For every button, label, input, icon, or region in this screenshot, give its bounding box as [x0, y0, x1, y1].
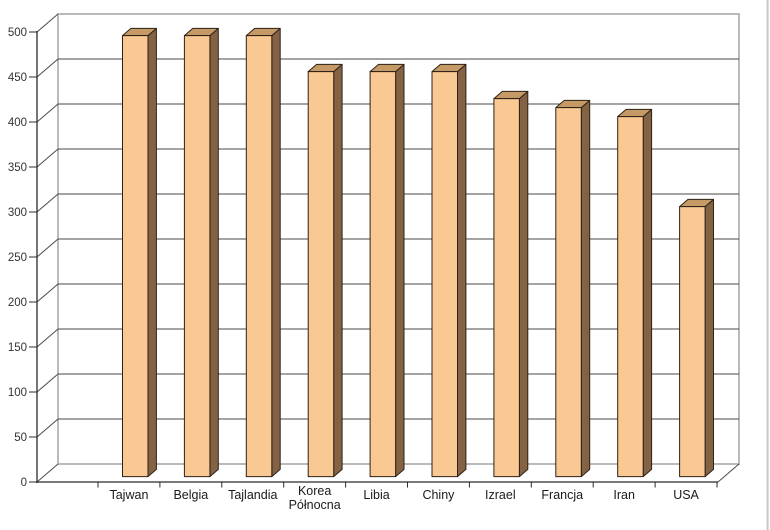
bar-side-izrael — [518, 90, 529, 478]
y-tick-label: 350 — [8, 162, 27, 174]
depth-connector-line — [36, 328, 59, 348]
x-category-label-libia: Libia — [363, 488, 389, 502]
x-category-label-korea-p-nocna: Korea — [298, 484, 331, 498]
floor-right-edge — [717, 463, 740, 483]
bar-belgia — [183, 35, 211, 478]
x-category-label-belgia: Belgia — [173, 488, 208, 502]
bar-side-chiny — [457, 63, 467, 478]
bar-francja — [555, 107, 582, 478]
bar-tajwan — [122, 35, 149, 478]
bar-tajlandia — [245, 35, 273, 478]
x-category-label-iran: Iran — [613, 488, 635, 502]
bar-usa — [679, 206, 706, 478]
x-category-label-tajwan: Tajwan — [109, 488, 148, 502]
window-right-border — [766, 0, 769, 530]
bar-korea-p-nocna — [307, 71, 335, 478]
depth-connector-line — [36, 283, 59, 303]
x-category-label-tajlandia: Tajlandia — [228, 488, 277, 502]
bar-izrael — [493, 98, 520, 478]
y-tick-label: 50 — [14, 432, 27, 444]
depth-connector-line — [36, 58, 59, 78]
depth-connector-line — [36, 373, 59, 393]
depth-connector-line — [36, 238, 59, 258]
depth-connector-line — [36, 463, 59, 483]
bar-side-tajlandia — [271, 27, 281, 478]
y-tick-label: 200 — [8, 297, 27, 309]
bar-side-belgia — [209, 27, 219, 478]
x-category-label-francja: Francja — [541, 488, 583, 502]
x-category-label-izrael: Izrael — [485, 488, 516, 502]
depth-connector-line — [36, 13, 59, 33]
y-tick-label: 0 — [21, 477, 27, 489]
depth-connector-line — [36, 193, 59, 213]
x-category-label-usa: USA — [673, 488, 699, 502]
bar-side-francja — [580, 99, 591, 478]
y-tick-label: 300 — [8, 207, 27, 219]
y-tick-label: 100 — [8, 387, 27, 399]
y-tick-label: 250 — [8, 252, 27, 264]
y-tick-label: 450 — [8, 72, 27, 84]
bar-side-tajwan — [147, 27, 157, 478]
bar-side-korea-p-nocna — [333, 63, 343, 478]
bar-iran — [617, 116, 644, 478]
bar-side-libia — [395, 63, 405, 478]
bar-side-usa — [704, 198, 714, 478]
y-tick-label: 500 — [8, 27, 27, 39]
bar-libia — [369, 71, 397, 478]
depth-connector-line — [36, 148, 59, 168]
bar-side-iran — [642, 108, 653, 478]
x-category-label-chiny: Chiny — [422, 488, 455, 502]
x-category-label-korea-p-nocna: Północna — [289, 498, 341, 512]
depth-connector-line — [36, 418, 59, 438]
depth-connector-line — [36, 103, 59, 123]
y-tick-label: 150 — [8, 342, 27, 354]
bar-chiny — [431, 71, 458, 478]
y-tick-label: 400 — [8, 117, 27, 129]
